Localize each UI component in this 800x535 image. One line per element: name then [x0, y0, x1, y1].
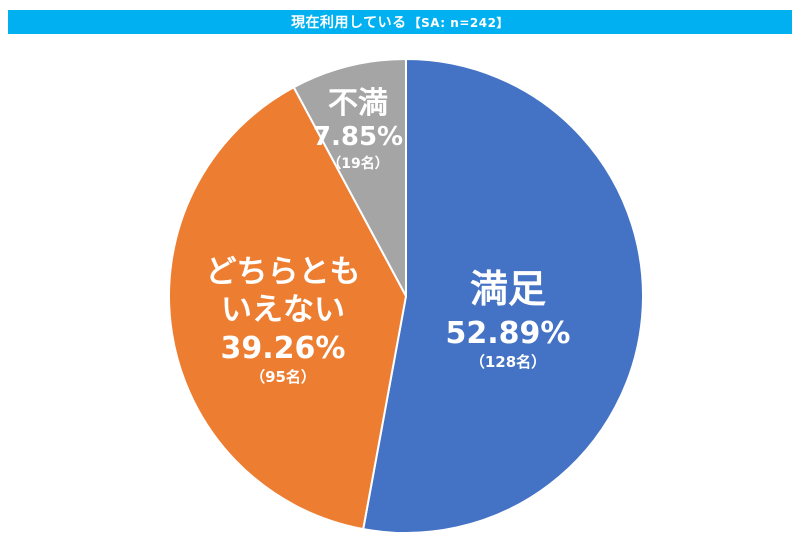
chart-title: 現在利用している	[291, 15, 407, 31]
chart-title-bar: 現在利用している 【SA: n=242】	[8, 10, 792, 34]
slice-label-dissatisfied: 不満	[328, 86, 388, 121]
slice-percent-dissatisfied: 7.85%	[313, 122, 403, 152]
pie-labels: 満足 52.89% （128名） どちらとも いえない 39.26% （95名）…	[206, 86, 571, 386]
pie-slice-neutral	[168, 85, 408, 531]
slice-count-dissatisfied: （19名）	[327, 155, 388, 172]
pie-slices	[168, 57, 644, 534]
slice-label-neutral-line2: いえない	[221, 292, 345, 328]
pie-slice-dissatisfied	[292, 57, 407, 297]
slice-label-satisfied: 満足	[470, 267, 546, 311]
slice-percent-satisfied: 52.89%	[446, 316, 571, 351]
slice-percent-neutral: 39.26%	[221, 331, 346, 366]
chart-subtitle: 【SA: n=242】	[408, 15, 509, 30]
slice-count-neutral: （95名）	[250, 368, 316, 386]
slice-count-satisfied: （128名）	[470, 353, 546, 371]
slice-label-neutral-line1: どちらとも	[206, 254, 361, 290]
pie-slice-satisfied	[362, 57, 644, 534]
